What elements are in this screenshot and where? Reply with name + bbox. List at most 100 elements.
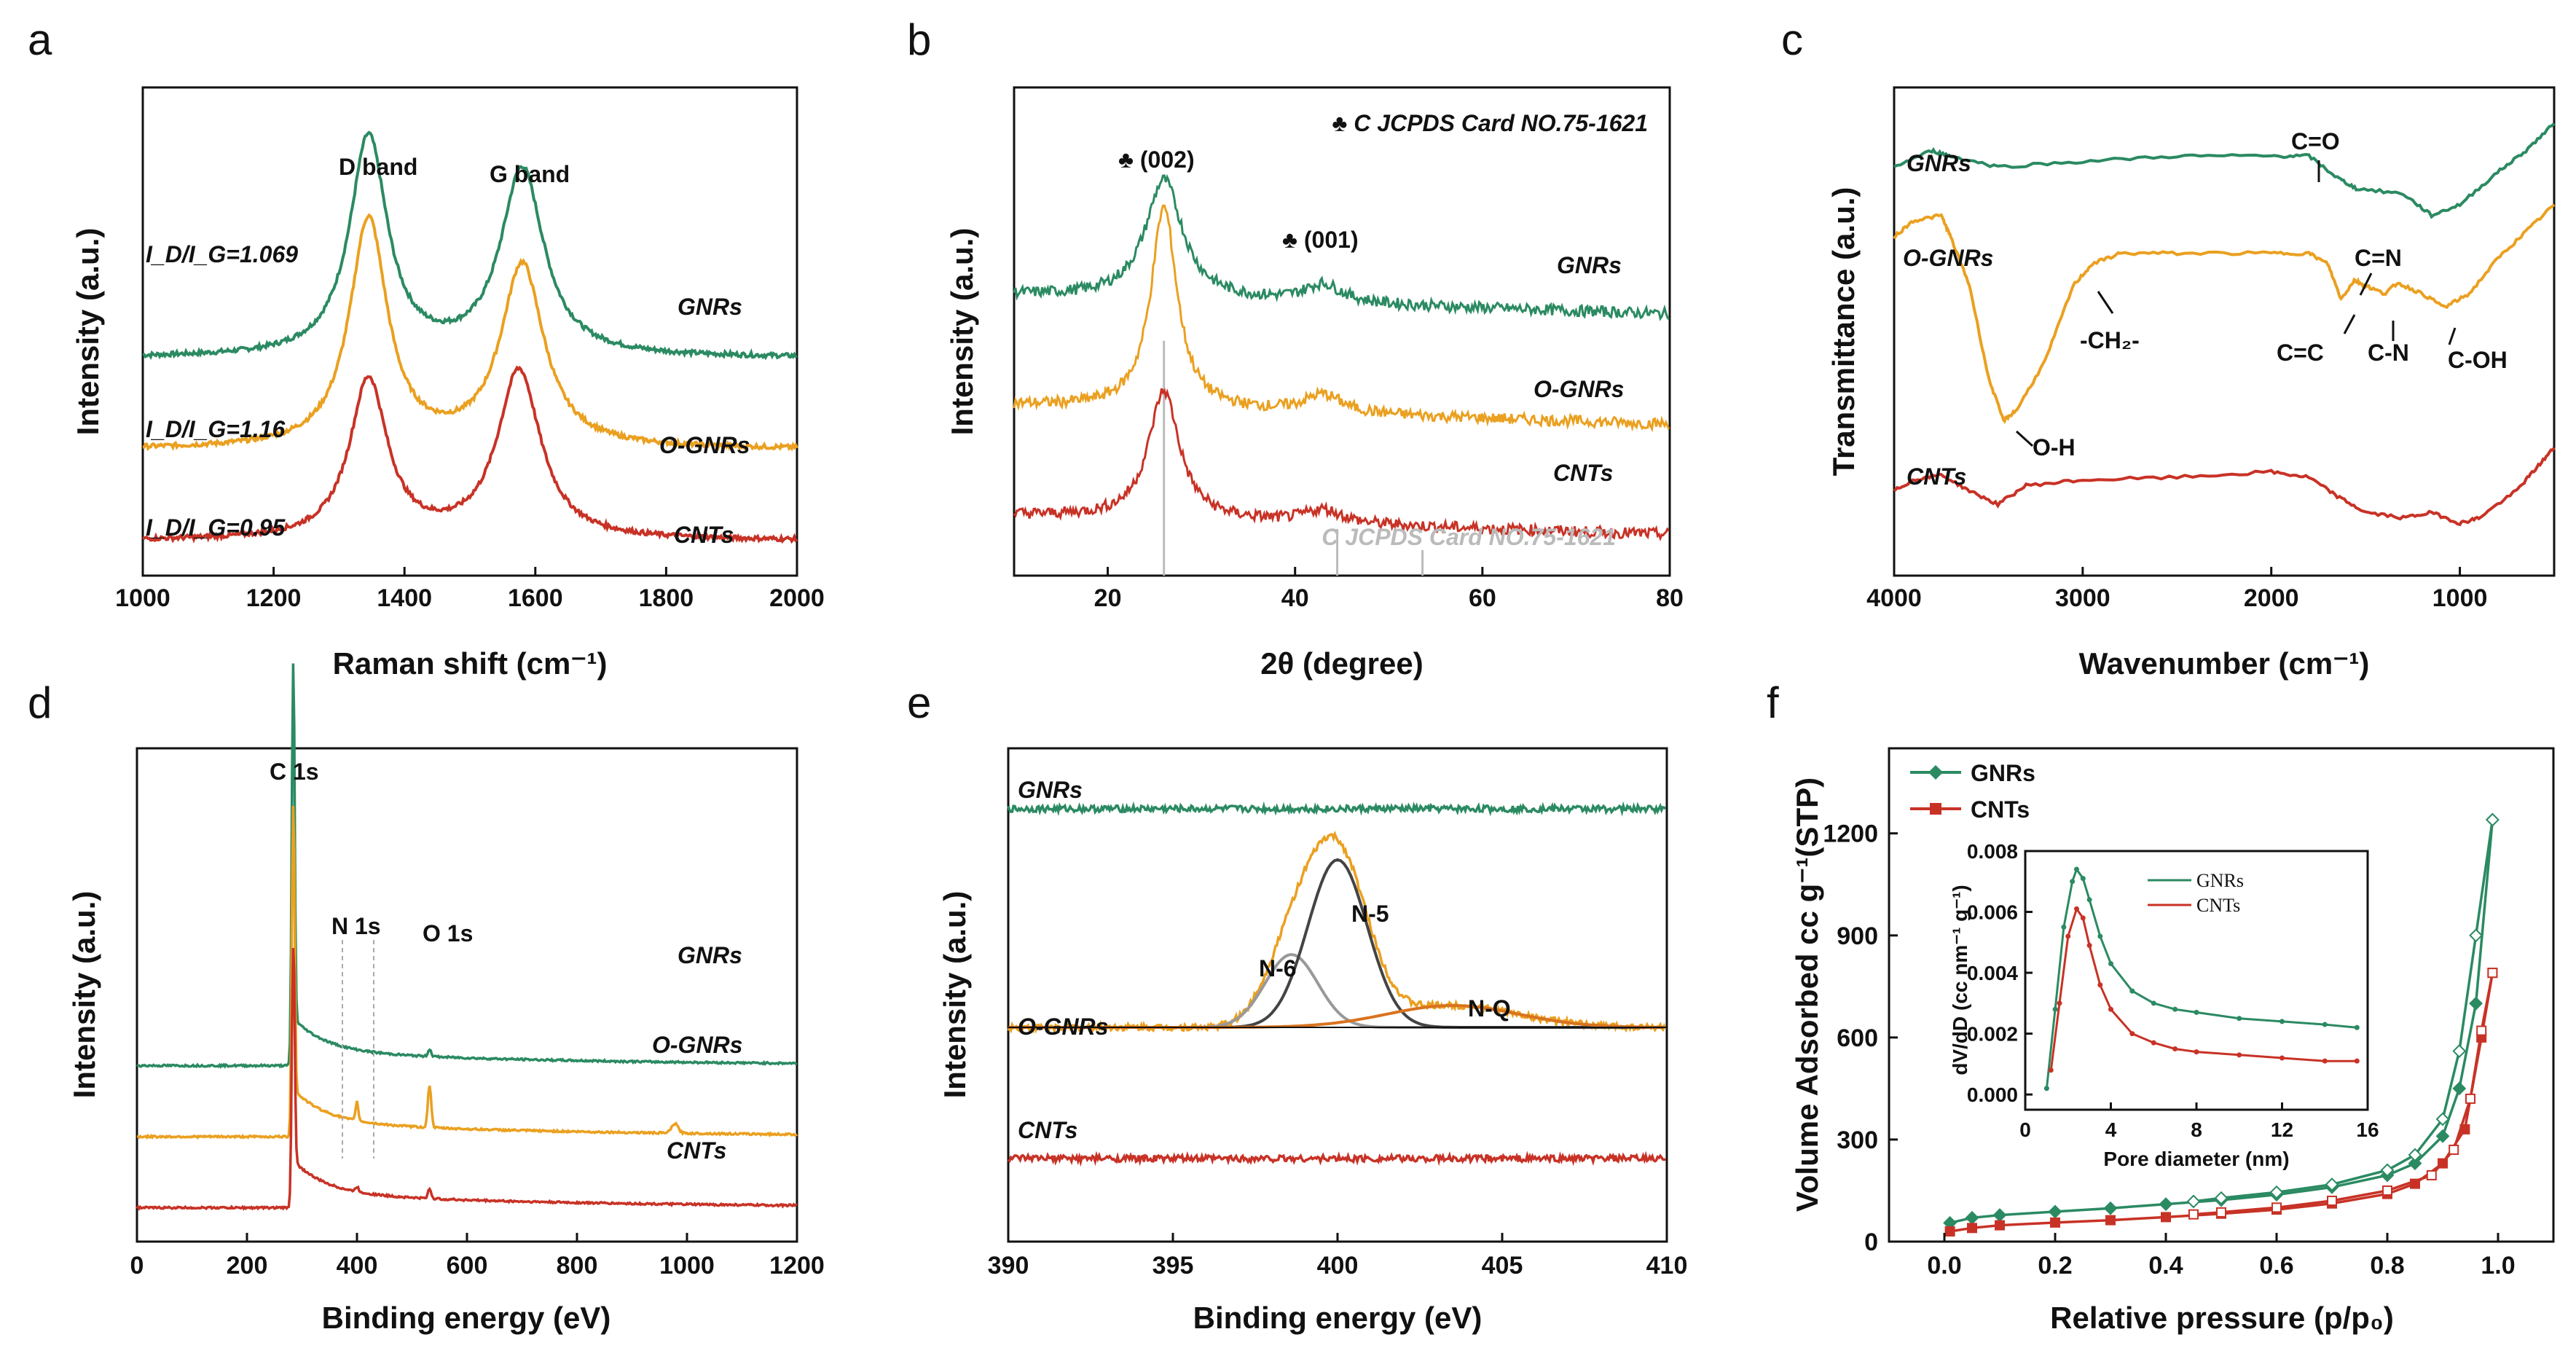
inset-ytick-label: 0.002 [1967,1023,2018,1046]
panel-a: a 1000 1200 1400 1600 1800 2000 D band G band… [28,15,825,681]
d-xtick-label: 800 [557,1252,598,1279]
isotherm-point-cnts [2271,1202,2282,1213]
legend-cnts-label: CNTs [1971,796,2030,823]
inset-point-gnrs [2237,1016,2242,1022]
series-label-cnts: CNTs [1018,1117,1077,1143]
d-band-label: D band [339,154,417,180]
inset-point-gnrs [2061,924,2067,930]
ratio-label-cnts: I_D/I_G=0.95 [146,514,286,541]
inset-ytick-label: 0.004 [1967,962,2018,984]
inset-xtick-label: 0 [2019,1118,2031,1141]
d-xtick-label: 400 [337,1252,378,1279]
arrow-ch2 [2097,291,2114,314]
y-axis-label: Intensity (a.u.) [945,228,979,436]
panel-letter-a: a [28,15,52,64]
isotherm-point-gnrs [2435,1112,2450,1126]
o1s-label: O 1s [423,920,473,947]
f-xtick-label: 0.0 [1927,1252,1961,1279]
series-label-cnts: CNTs [1907,463,1966,490]
inset-x-label: Pore diameter (nm) [2103,1148,2289,1170]
f-ytick-label: 0 [1864,1228,1878,1256]
c-xtick-label: 3000 [2055,584,2110,612]
label-c-n-double: C=N [2355,245,2402,271]
isotherm-point-cnts [1995,1220,2005,1231]
series-label-ognrs: O-GNRs [1018,1014,1108,1040]
a-xtick-label: 1400 [377,584,432,612]
panel-letter-b: b [907,15,931,64]
inset-point-cnts [2086,942,2092,948]
isotherm-point-gnrs [2048,1204,2062,1219]
inset-legend-cnts: CNTs [2196,895,2240,916]
isotherm-point-gnrs [2452,1044,2467,1058]
f-xtick-label: 0.8 [2370,1252,2404,1279]
f-xtick-label: 1.0 [2481,1252,2515,1279]
inset-point-gnrs [2129,988,2135,994]
inset-point-gnrs [2151,1000,2156,1006]
inset-point-gnrs [2172,1006,2178,1012]
series-line-gnrs [1007,801,1667,817]
inset-point-cnts [2237,1052,2242,1058]
series-line-cnts [1893,447,2556,527]
c-xtick-label: 4000 [1866,584,1922,612]
label-o-h: O-H [2033,434,2076,461]
isotherm-point-gnrs [2408,1148,2422,1162]
series-label-ognrs: O-GNRs [1903,245,1993,271]
isotherm-point-cnts [2426,1169,2437,1180]
y-axis-label: Intensity (a.u.) [67,891,101,1099]
arrow-c-n-dbl [2359,273,2373,296]
series-line-o-gnrs [142,213,798,452]
a-xtick-label: 1600 [508,584,563,612]
panel-letter-e: e [907,678,931,727]
x-axis-label: Raman shift (cm⁻¹) [333,646,608,681]
series-line-gnrs [136,663,798,1069]
label-c-n: C-N [2368,340,2409,366]
series-label-gnrs: GNRs [1557,252,1622,278]
d-xtick-label: 600 [447,1252,488,1279]
f-xtick-label: 0.6 [2259,1252,2293,1279]
isotherm-point-cnts [2050,1217,2060,1228]
panel-e: e 390 395 400 405 410 GNRs O-GNRs CNTs N-6 N… [907,678,1687,1335]
inset-frame [2024,850,2369,1111]
b-xtick-label: 20 [1094,584,1122,612]
c-xtick-label: 2000 [2244,584,2299,612]
isotherm-desorption-cnts [2193,972,2494,1216]
series-line-o-gnrs [136,805,798,1140]
f-ytick-label: 300 [1837,1126,1878,1154]
inset-point-cnts [2048,1067,2054,1073]
panel-letter-d: d [28,678,52,727]
inset-point-gnrs [2070,879,2076,885]
isotherm-point-gnrs [2186,1194,2201,1209]
isotherm-point-gnrs [2408,1156,2422,1171]
inset-ytick-label: 0.000 [1967,1083,2018,1106]
inset-point-gnrs [2052,1006,2058,1012]
c1s-label: C 1s [270,759,319,785]
inset-point-cnts [2108,1006,2113,1012]
series-label-ognrs: O-GNRs [652,1032,742,1058]
series-label-gnrs: GNRs [678,942,742,968]
panel-letter-f: f [1767,678,1779,727]
panel-c-frame [1893,86,2556,577]
panel-b-frame [1013,86,1671,577]
isotherm-point-gnrs [2380,1163,2395,1177]
d-xtick-label: 0 [130,1252,144,1279]
series-label-gnrs: GNRs [1018,777,1083,803]
inset-point-cnts [2080,915,2086,921]
isotherm-point-cnts [2188,1209,2199,1220]
inset-point-cnts [2172,1046,2178,1051]
inset-point-cnts [2151,1040,2156,1046]
b-xtick-label: 40 [1281,584,1309,612]
series-label-ognrs: O-GNRs [659,432,750,458]
panel-f: f 0.0 0.2 0.4 0.6 0.8 1.0 0 300 600 900 1200 GNRs … [1767,678,2555,1335]
series-line-gnrs [1013,173,1670,321]
series-line-o-gnrs [1007,830,1667,1035]
g-band-label: G band [490,161,570,187]
peak-001-label: ♣ (001) [1282,227,1359,253]
ratio-label-gnrs: I_D/I_G=1.069 [146,241,298,267]
jcpds-ref-label: C JCPDS Card NO.75-1621 [1322,524,1616,550]
series-line-cnts [136,947,798,1211]
isotherm-point-gnrs [2103,1201,2118,1215]
isotherm-point-cnts [1967,1223,1977,1234]
ftir-arrows [2015,160,2457,447]
panel-c: c 4000 3000 2000 1000 GNRs O-GNRs CNTs C=O … [1781,15,2556,681]
isotherm-point-cnts [2161,1212,2171,1223]
